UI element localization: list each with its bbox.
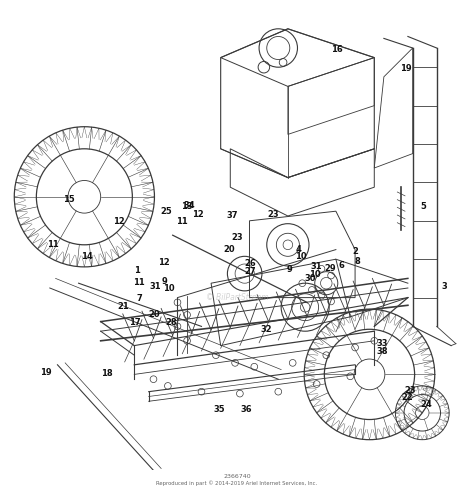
Text: 27: 27 [245,268,256,276]
Text: 25: 25 [161,207,173,216]
Text: 19: 19 [40,368,52,377]
Text: 1: 1 [134,266,140,275]
Text: 33: 33 [377,339,388,348]
Text: © BilPartStream: © BilPartStream [206,293,268,302]
Text: 16: 16 [331,45,343,54]
Text: 9: 9 [286,265,292,273]
Text: 35: 35 [213,405,225,414]
Text: 7: 7 [137,294,142,303]
Text: 12: 12 [192,210,204,219]
Text: 24: 24 [420,400,432,409]
Text: 10: 10 [309,270,320,279]
Text: 36: 36 [240,405,252,414]
Text: 5: 5 [420,202,427,212]
Text: 13: 13 [181,202,193,212]
Text: 30: 30 [304,274,316,283]
Text: 9: 9 [161,277,167,286]
Text: 38: 38 [377,347,388,356]
Text: 17: 17 [129,318,140,327]
Text: 31: 31 [149,281,161,291]
Text: 11: 11 [133,278,145,287]
Text: 23: 23 [404,386,416,395]
Text: 11: 11 [47,240,59,249]
Text: 15: 15 [63,196,74,204]
Text: 2: 2 [352,247,358,256]
Text: 22: 22 [402,393,413,402]
Text: 20: 20 [148,310,160,318]
Text: 2366740: 2366740 [223,474,251,479]
Text: 20: 20 [223,245,235,254]
Text: 14: 14 [81,252,93,261]
Text: 10: 10 [295,252,307,261]
Text: 10: 10 [163,284,174,294]
Text: 26: 26 [245,259,256,268]
Text: 23: 23 [268,210,279,219]
Text: Reproduced in part © 2014-2019 Ariel Internet Services, Inc.: Reproduced in part © 2014-2019 Ariel Int… [156,481,318,486]
Text: 32: 32 [261,325,273,334]
Text: 34: 34 [183,201,195,210]
Text: 28: 28 [165,318,177,327]
Text: 21: 21 [118,302,129,311]
Text: 37: 37 [227,211,238,220]
Text: 4: 4 [295,245,301,254]
Text: 12: 12 [113,217,125,225]
Text: 29: 29 [325,264,336,272]
Text: 6: 6 [339,261,345,270]
Text: 11: 11 [176,217,188,225]
Text: 31: 31 [311,262,322,271]
Text: 12: 12 [158,258,170,267]
Text: 3: 3 [441,282,447,292]
Text: 18: 18 [101,369,113,378]
Text: 8: 8 [355,257,360,266]
Text: 19: 19 [400,64,411,73]
Text: 23: 23 [231,233,243,242]
